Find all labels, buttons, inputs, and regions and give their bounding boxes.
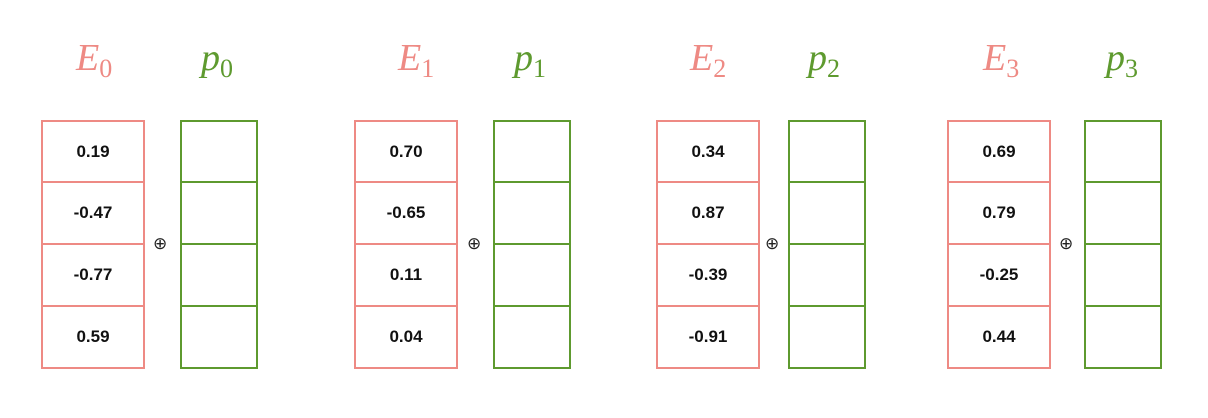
- embedding-cell: 0.79: [947, 183, 1051, 245]
- oplus-operator: ⊕: [153, 234, 168, 254]
- position-cell: [788, 120, 866, 183]
- embedding-vector-2: 0.34 0.87 -0.39 -0.91: [656, 120, 760, 369]
- position-cell: [180, 183, 258, 245]
- embedding-cell: -0.25: [947, 245, 1051, 307]
- position-cell: [1084, 307, 1162, 369]
- embedding-label-1: E1: [398, 37, 435, 83]
- position-label-0: p0: [201, 37, 233, 83]
- position-vector-0: [180, 120, 258, 369]
- position-vector-1: [493, 120, 571, 369]
- position-cell: [180, 245, 258, 307]
- embedding-label-2: E2: [690, 37, 727, 83]
- position-vector-2: [788, 120, 866, 369]
- position-label-3: p3: [1106, 37, 1138, 83]
- position-label-2: p2: [808, 37, 840, 83]
- oplus-operator: ⊕: [467, 234, 482, 254]
- position-cell: [493, 245, 571, 307]
- position-cell: [180, 120, 258, 183]
- position-cell: [493, 120, 571, 183]
- oplus-operator: ⊕: [765, 234, 780, 254]
- position-cell: [788, 183, 866, 245]
- position-cell: [493, 183, 571, 245]
- embedding-cell: -0.65: [354, 183, 458, 245]
- embedding-cell: 0.19: [41, 120, 145, 183]
- embedding-vector-3: 0.69 0.79 -0.25 0.44: [947, 120, 1051, 369]
- embedding-label-3: E3: [983, 37, 1020, 83]
- embedding-cell: -0.39: [656, 245, 760, 307]
- embedding-label-0: E0: [76, 37, 113, 83]
- position-cell: [788, 245, 866, 307]
- position-cell: [180, 307, 258, 369]
- embedding-cell: 0.11: [354, 245, 458, 307]
- position-label-1: p1: [514, 37, 546, 83]
- position-cell: [788, 307, 866, 369]
- embedding-cell: -0.77: [41, 245, 145, 307]
- embedding-cell: 0.44: [947, 307, 1051, 369]
- embedding-cell: -0.91: [656, 307, 760, 369]
- embedding-cell: 0.59: [41, 307, 145, 369]
- position-cell: [1084, 245, 1162, 307]
- position-cell: [1084, 120, 1162, 183]
- position-cell: [493, 307, 571, 369]
- position-cell: [1084, 183, 1162, 245]
- embedding-cell: 0.34: [656, 120, 760, 183]
- oplus-operator: ⊕: [1059, 234, 1074, 254]
- embedding-cell: -0.47: [41, 183, 145, 245]
- position-vector-3: [1084, 120, 1162, 369]
- embedding-cell: 0.70: [354, 120, 458, 183]
- embedding-vector-0: 0.19 -0.47 -0.77 0.59: [41, 120, 145, 369]
- embedding-cell: 0.69: [947, 120, 1051, 183]
- embedding-cell: 0.87: [656, 183, 760, 245]
- embedding-cell: 0.04: [354, 307, 458, 369]
- embedding-vector-1: 0.70 -0.65 0.11 0.04: [354, 120, 458, 369]
